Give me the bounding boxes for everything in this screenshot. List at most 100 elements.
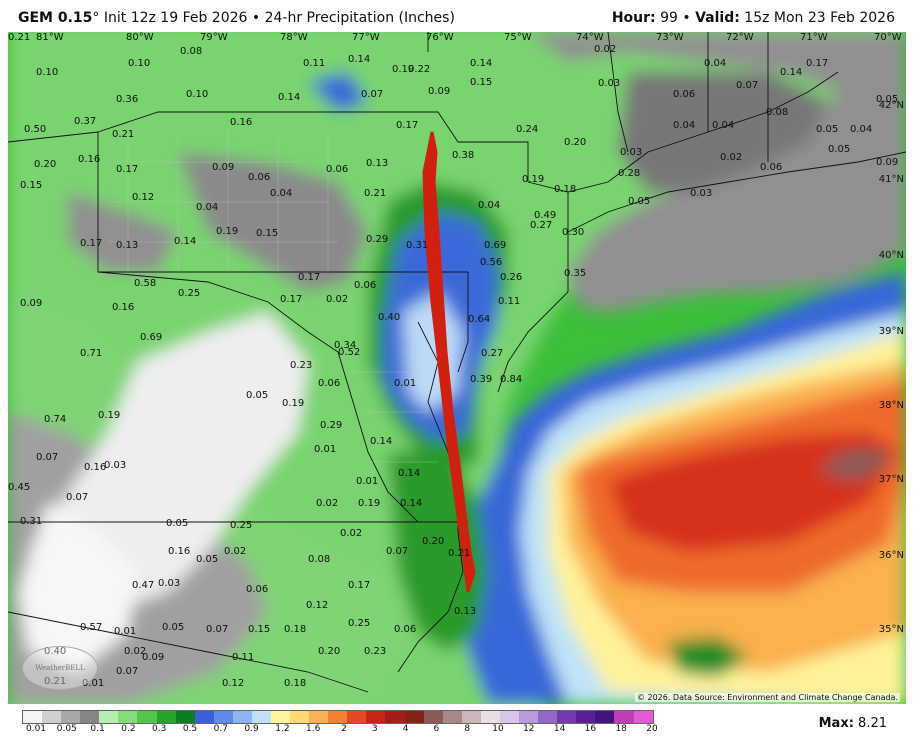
- precip-value: 0.16: [112, 302, 135, 313]
- precip-value: 0.31: [20, 516, 43, 527]
- precip-value: 0.14: [470, 58, 493, 69]
- legend-tick-label: 4: [402, 724, 409, 734]
- precip-value: 0.15: [20, 180, 43, 191]
- precip-value: 0.06: [248, 172, 271, 183]
- precip-value: 0.13: [116, 240, 139, 251]
- precip-value: 0.16: [84, 462, 107, 473]
- precip-value: 0.20: [564, 137, 587, 148]
- precip-value: 0.06: [673, 89, 696, 100]
- precip-value: 0.40: [378, 312, 401, 323]
- precip-value: 0.50: [24, 124, 47, 135]
- precip-value: 0.56: [480, 257, 503, 268]
- precipitation-map: 81°W 80°W 79°W 78°W 77°W 76°W 75°W 74°W 73°W 72°W…: [8, 32, 906, 704]
- legend-tick-label: 0.5: [182, 724, 198, 734]
- precip-value: 0.02: [326, 294, 349, 305]
- precip-value: 0.39: [470, 374, 493, 385]
- precip-value: 0.69: [484, 240, 507, 251]
- precip-value: 0.74: [44, 414, 67, 425]
- legend-swatch: [633, 711, 653, 723]
- legend-tick-label: 0.05: [56, 724, 77, 734]
- legend-swatch: [385, 711, 405, 723]
- legend-swatch: [156, 711, 176, 723]
- product-name: 24-hr Precipitation (Inches): [264, 10, 455, 26]
- valid-time: Hour: 99 • Valid: 15z Mon 23 Feb 2026: [612, 10, 895, 26]
- degree-symbol: °: [92, 10, 100, 26]
- precip-value: 0.64: [468, 314, 491, 325]
- legend-tick-label: 8: [464, 724, 471, 734]
- valid-label: Valid:: [695, 10, 740, 26]
- precip-value: 0.05: [828, 144, 851, 155]
- precip-value: 0.01: [394, 378, 417, 389]
- precip-value: 0.06: [394, 624, 417, 635]
- latitude-label: 40°N: [878, 250, 904, 261]
- precip-value: 0.26: [500, 272, 523, 283]
- legend-swatch: [499, 711, 520, 723]
- legend-tick-label: 16: [584, 724, 597, 734]
- precip-value: 0.27: [481, 348, 504, 359]
- precip-value: 0.14: [348, 54, 371, 65]
- legend-swatch: [347, 711, 367, 723]
- precip-value: 0.10: [36, 67, 59, 78]
- precip-value: 0.21: [364, 188, 387, 199]
- longitude-label: 73°W: [656, 32, 684, 43]
- latitude-label: 36°N: [878, 550, 904, 561]
- precip-value: 0.17: [396, 120, 419, 131]
- precip-value: 0.19: [358, 498, 381, 509]
- precip-value: 0.31: [406, 240, 429, 251]
- legend-swatch: [595, 711, 615, 723]
- precip-value: 0.16: [78, 154, 101, 165]
- separator: •: [251, 10, 261, 26]
- longitude-label: 75°W: [504, 32, 532, 43]
- legend-swatch: [137, 711, 157, 723]
- precip-value: 0.17: [806, 58, 829, 69]
- legend-tick-label: 0.2: [121, 724, 136, 734]
- valid-value: 15z Mon 23 Feb 2026: [744, 10, 895, 26]
- legend-swatch: [309, 711, 329, 723]
- precip-value: 0.21: [112, 129, 135, 140]
- longitude-label: 78°W: [280, 32, 308, 43]
- precip-value: 0.02: [224, 546, 247, 557]
- precip-value: 0.18: [284, 678, 307, 689]
- precip-value: 0.05: [162, 622, 185, 633]
- precip-value: 0.04: [270, 188, 293, 199]
- precip-value: 0.25: [178, 288, 201, 299]
- legend-tick-label: 3: [371, 724, 378, 734]
- precip-value: 0.02: [594, 44, 617, 55]
- init-time: Init 12z 19 Feb 2026: [103, 10, 248, 26]
- max-value: 8.21: [858, 716, 887, 731]
- precip-value: 0.19: [282, 398, 305, 409]
- legend-swatch: [461, 711, 481, 723]
- precip-value: 0.11: [303, 58, 326, 69]
- legend-swatch: [404, 711, 424, 723]
- precip-value: 0.15: [256, 228, 279, 239]
- precip-value: 0.14: [780, 67, 803, 78]
- precip-value: 0.09: [212, 162, 235, 173]
- legend-swatch: [42, 711, 62, 723]
- precip-value: 0.57: [80, 622, 103, 633]
- latitude-label: 42°N: [878, 100, 904, 111]
- precip-value: 0.36: [116, 94, 139, 105]
- precip-value: 0.05: [628, 196, 651, 207]
- legend-tick-label: 10: [492, 724, 504, 734]
- header-bar: GEM 0.15° Init 12z 19 Feb 2026 • 24-hr P…: [0, 0, 913, 32]
- legend-tick-label: 0.9: [244, 724, 259, 734]
- legend-swatch: [118, 711, 138, 723]
- precip-value: 0.84: [500, 374, 523, 385]
- precip-value: 0.01: [82, 678, 105, 689]
- data-credit: © 2026. Data Source: Environment and Cli…: [634, 693, 900, 702]
- hour-label: Hour:: [611, 10, 656, 26]
- longitude-label: 81°W: [36, 32, 64, 43]
- precip-value: 0.08: [180, 46, 203, 57]
- precip-value: 0.69: [140, 332, 163, 343]
- precip-value: 0.03: [620, 147, 643, 158]
- latitude-label: 41°N: [878, 174, 904, 185]
- precip-value: 0.04: [850, 124, 873, 135]
- legend-tick-label: 0.7: [213, 724, 228, 734]
- precip-value: 0.18: [554, 184, 577, 195]
- precip-value: 0.07: [206, 624, 229, 635]
- precip-value: 0.34: [334, 340, 357, 351]
- precip-value: 0.10: [128, 58, 151, 69]
- legend-tick-label: 0.01: [25, 724, 47, 734]
- precip-value: 0.19: [392, 64, 415, 75]
- precip-value: 0.14: [370, 436, 393, 447]
